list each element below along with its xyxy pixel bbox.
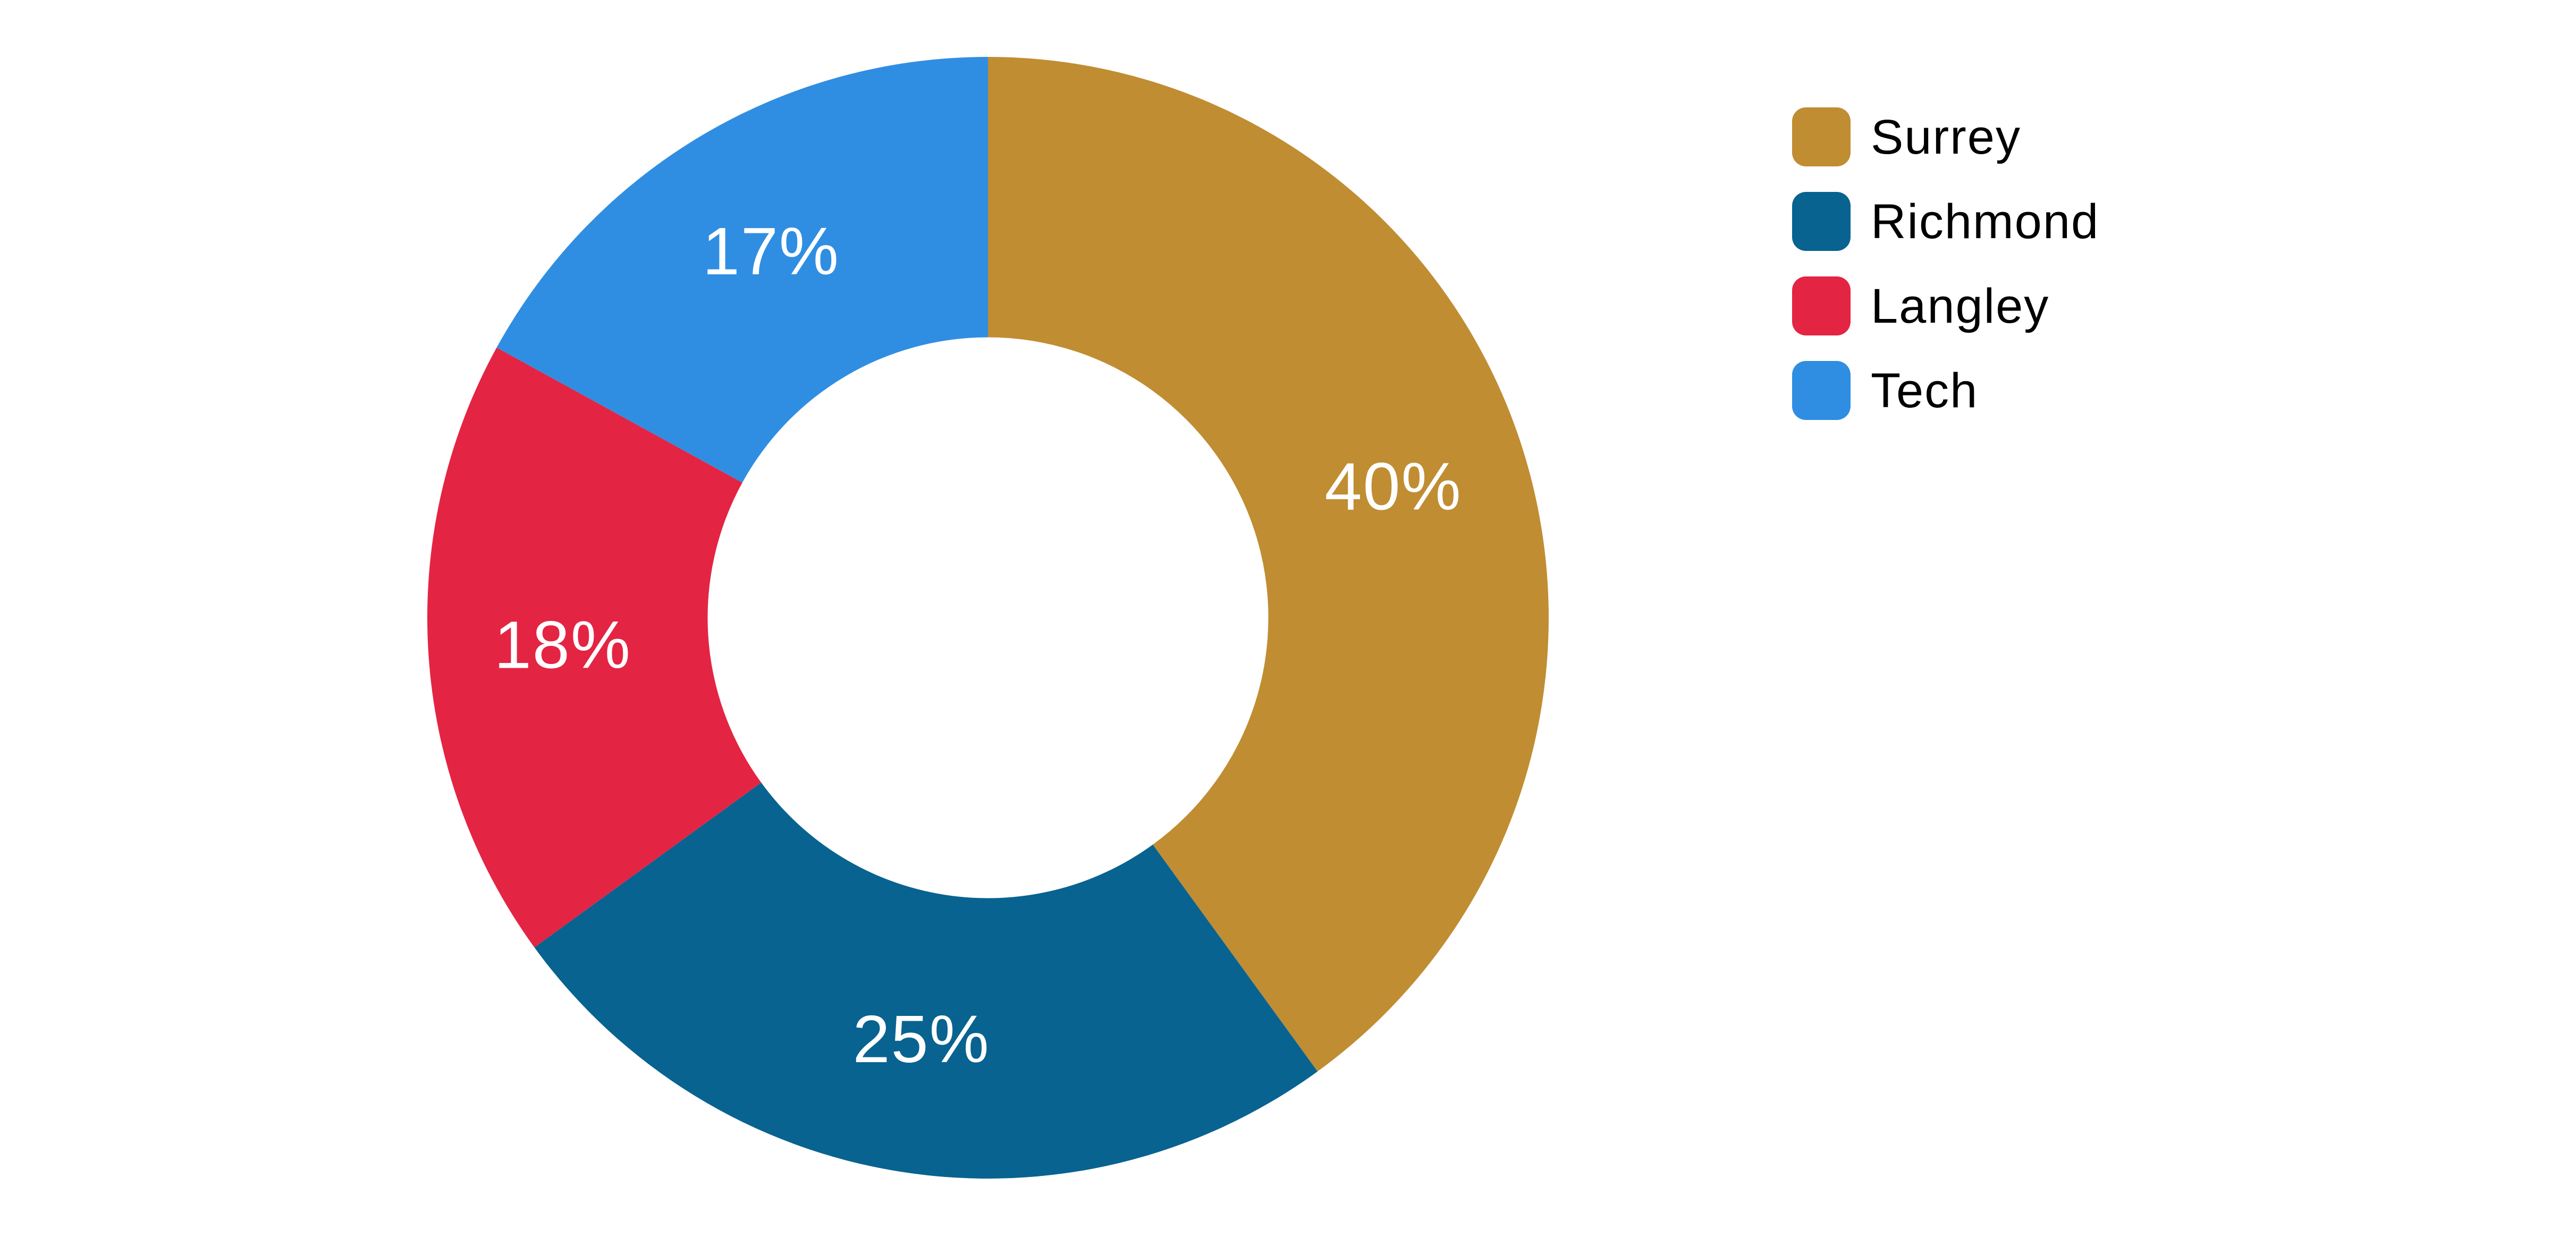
slice-label-tech: 17% bbox=[703, 214, 840, 289]
legend-swatch-icon bbox=[1792, 361, 1851, 420]
legend-item-label: Richmond bbox=[1871, 194, 2100, 249]
legend-item-richmond[interactable]: Richmond bbox=[1792, 192, 2099, 251]
slice-label-langley: 18% bbox=[494, 607, 631, 682]
legend-swatch-icon bbox=[1792, 107, 1851, 166]
slice-label-richmond: 25% bbox=[852, 1002, 990, 1077]
legend-item-label: Surrey bbox=[1871, 110, 2021, 164]
legend-swatch-icon bbox=[1792, 192, 1851, 251]
chart-legend: Surrey Richmond Langley Tech bbox=[1792, 107, 2099, 420]
donut-slice-richmond[interactable] bbox=[534, 783, 1318, 1179]
legend-item-label: Langley bbox=[1871, 279, 2050, 333]
legend-item-tech[interactable]: Tech bbox=[1792, 361, 2099, 420]
donut-slice-labels: 40% 25% 18% 17% bbox=[494, 214, 1462, 1077]
donut-slice-tech[interactable] bbox=[496, 57, 988, 483]
donut-slice-surrey[interactable] bbox=[988, 57, 1549, 1072]
slice-label-surrey: 40% bbox=[1324, 449, 1462, 524]
legend-item-surrey[interactable]: Surrey bbox=[1792, 107, 2099, 166]
legend-item-langley[interactable]: Langley bbox=[1792, 276, 2099, 335]
donut-slices bbox=[427, 57, 1549, 1179]
donut-slice-langley[interactable] bbox=[427, 347, 762, 948]
legend-swatch-icon bbox=[1792, 276, 1851, 335]
legend-item-label: Tech bbox=[1871, 363, 1979, 418]
